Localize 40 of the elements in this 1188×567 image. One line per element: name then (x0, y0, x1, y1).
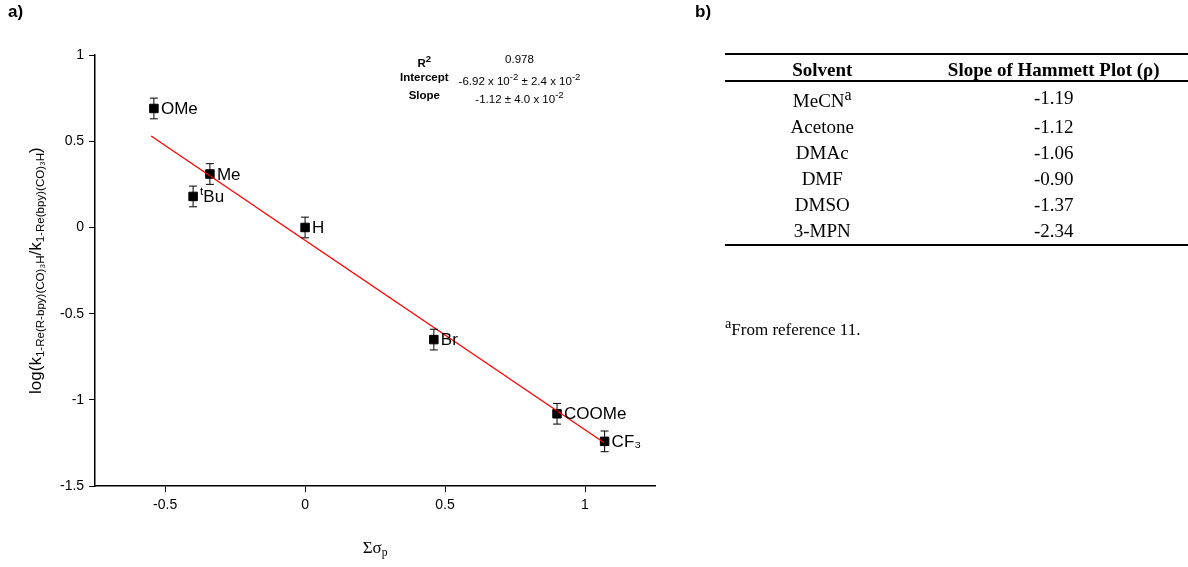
text: -1.06 (1033, 142, 1074, 164)
category-label: DMAc (794, 141, 850, 166)
text: b) (695, 2, 712, 22)
annotation: -1.12 ± 4.0 x 10$^{-2}$ (474, 87, 565, 106)
text: -0.90 (1033, 168, 1074, 190)
annotation: 0.978 (504, 52, 535, 67)
y-tick-label: -1 (71, 390, 85, 407)
text: Slope of Hammett Plot (ρ) (946, 58, 1161, 81)
category-label: Acetone (789, 115, 855, 140)
annotation: H (312, 218, 325, 238)
text: -1.19 (1033, 87, 1074, 109)
y-tick-label: 0.5 (64, 132, 85, 149)
y-tick-label: 0 (76, 218, 85, 235)
annotation: Me (216, 164, 241, 184)
y-tick-label: 1 (76, 45, 85, 62)
x-tick-label: 0 (301, 496, 310, 513)
x-tick-label: -0.5 (153, 496, 178, 513)
text: Solvent (791, 58, 854, 81)
category-label: MeCN$^{a}$ (791, 85, 853, 114)
text: $^{a}$From reference 11. (725, 315, 861, 340)
text: -1.12 (1033, 116, 1074, 138)
annotation: Slope (407, 87, 441, 103)
category-label: DMF (800, 167, 844, 192)
text: -2.34 (1033, 220, 1074, 242)
annotation: OMe (160, 99, 198, 119)
annotation: -6.92 x 10$^{-2}$ ± 2.4 x 10$^{-2}$ (458, 69, 581, 88)
category-label: 3-MPN (792, 219, 852, 244)
y-tick-label: -1.5 (60, 477, 85, 494)
text: -1.37 (1033, 194, 1074, 216)
category-label: DMSO (793, 193, 851, 218)
annotation: COOMe (564, 404, 627, 424)
x-tick-label: 1 (581, 496, 590, 513)
annotation: CF₃ (611, 432, 642, 452)
annotation: R$^{2}$ (416, 52, 433, 70)
x-tick-label: 0.5 (435, 496, 455, 513)
y-tick-label: -0.5 (60, 304, 85, 321)
annotation: Intercept (400, 69, 449, 85)
chart-title: a) (8, 2, 24, 22)
point (429, 334, 439, 345)
point (599, 436, 610, 447)
